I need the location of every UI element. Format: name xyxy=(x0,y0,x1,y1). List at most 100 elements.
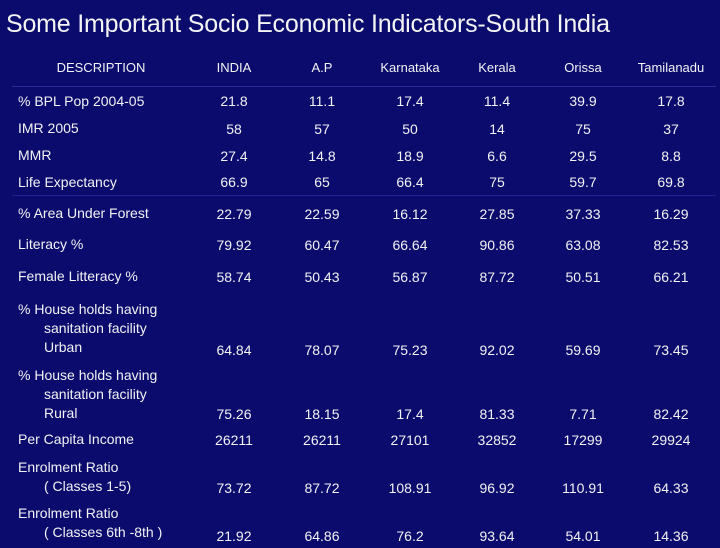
cell-karnataka: 66.64 xyxy=(392,236,428,253)
cell-orissa: 54.01 xyxy=(565,527,601,544)
cell-india: 79.92 xyxy=(216,236,252,253)
row-label-line: IMR 2005 xyxy=(18,120,79,136)
row-label-line: Enrolment Ratio xyxy=(18,458,119,475)
row-label: Per Capita Income xyxy=(12,426,190,454)
cell-kerala: 14 xyxy=(489,120,505,137)
table-row: % House holds having sanitation facility… xyxy=(12,296,716,362)
cell-tamilanadu: 64.33 xyxy=(653,479,689,496)
cell-karnataka: 17.4 xyxy=(396,405,424,422)
cell-tamilanadu: 82.42 xyxy=(653,405,689,422)
cell-kerala: 93.64 xyxy=(479,527,515,544)
table-row: Per Capita Income 26211 26211 27101 3285… xyxy=(12,426,716,454)
cell-kerala: 96.92 xyxy=(479,479,515,496)
cell-karnataka: 27101 xyxy=(390,431,430,448)
cell-tamilanadu: 29924 xyxy=(651,431,691,448)
cell-orissa: 29.5 xyxy=(569,147,597,164)
row-label-line: Life Expectancy xyxy=(18,173,117,190)
row-label-line: % Area Under Forest xyxy=(18,205,149,222)
cell-orissa: 50.51 xyxy=(565,268,601,285)
row-label: % House holds having sanitation facility… xyxy=(12,362,190,426)
cell-tamilanadu: 82.53 xyxy=(653,236,689,253)
cell-india: 58 xyxy=(226,120,242,137)
header-kerala: Kerala xyxy=(454,48,540,87)
cell-orissa: 110.91 xyxy=(562,479,604,496)
table-row: MMR 27.4 14.8 18.9 6.6 29.5 8.8 xyxy=(12,142,716,170)
row-label-line: ( Classes 6th -8th ) xyxy=(44,523,163,540)
cell-karnataka: 18.9 xyxy=(396,147,424,164)
cell-ap: 65 xyxy=(314,174,330,191)
cell-tamilanadu: 37 xyxy=(663,120,679,137)
cell-kerala: 92.02 xyxy=(479,341,515,358)
cell-ap: 50.43 xyxy=(304,268,340,285)
cell-ap: 11.1 xyxy=(308,93,336,110)
cell-india: 75.26 xyxy=(216,405,252,422)
row-label: Enrolment Ratio ( Classes 1-5) xyxy=(12,454,190,500)
cell-orissa: 7.71 xyxy=(569,405,597,422)
table-row: Enrolment Ratio ( Classes 1-5) 73.72 87.… xyxy=(12,454,716,500)
cell-ap: 64.86 xyxy=(304,527,340,544)
row-label: MMR xyxy=(12,142,190,170)
header-india: INDIA xyxy=(190,48,278,87)
cell-ap: 78.07 xyxy=(304,341,340,358)
cell-kerala: 87.72 xyxy=(479,268,515,285)
cell-ap: 26211 xyxy=(303,431,341,448)
table-row: % BPL Pop 2004-05 21.8 11.1 17.4 11.4 39… xyxy=(12,87,716,116)
cell-kerala: 32852 xyxy=(477,431,517,448)
table-row: Female Litteracy % 58.74 50.43 56.87 87.… xyxy=(12,258,716,296)
table-row: Enrolment Ratio ( Classes 6th -8th ) 21.… xyxy=(12,500,716,548)
cell-india: 64.84 xyxy=(216,341,252,358)
row-label-line: % House holds having xyxy=(18,366,158,383)
row-label: Life Expectancy xyxy=(12,170,190,196)
cell-india: 26211 xyxy=(215,431,253,448)
row-label: % BPL Pop 2004-05 xyxy=(12,87,190,116)
row-label: % House holds having sanitation facility… xyxy=(12,296,190,362)
cell-tamilanadu: 14.36 xyxy=(653,527,689,544)
cell-kerala: 11.4 xyxy=(483,93,511,110)
indicators-table: DESCRIPTION INDIA A.P Karnataka Kerala O… xyxy=(12,48,716,548)
cell-kerala: 6.6 xyxy=(487,147,507,164)
row-label-line: Urban xyxy=(44,338,83,355)
header-description: DESCRIPTION xyxy=(12,48,190,87)
row-label: Female Litteracy % xyxy=(12,258,190,296)
row-label-line: Rural xyxy=(44,404,78,421)
header-orissa: Orissa xyxy=(540,48,626,87)
row-label-line: Female Litteracy % xyxy=(18,268,138,284)
row-label-line: ( Classes 1-5) xyxy=(44,477,132,494)
slide-title: Some Important Socio Economic Indicators… xyxy=(6,10,610,38)
cell-kerala: 27.85 xyxy=(454,195,540,232)
cell-orissa: 75 xyxy=(575,120,591,137)
row-label-line: sanitation facility xyxy=(44,385,147,402)
cell-orissa: 59.69 xyxy=(565,341,601,358)
cell-tamilanadu: 17.8 xyxy=(657,93,685,110)
cell-orissa: 59.7 xyxy=(569,174,597,191)
cell-orissa: 63.08 xyxy=(565,236,601,253)
row-label-line: Per Capita Income xyxy=(18,431,134,447)
cell-ap: 22.59 xyxy=(278,195,366,232)
cell-karnataka: 75.23 xyxy=(392,341,428,358)
row-label-line: % BPL Pop 2004-05 xyxy=(18,92,145,109)
cell-karnataka: 66.4 xyxy=(396,174,424,191)
cell-ap: 87.72 xyxy=(304,479,340,496)
cell-tamilanadu: 69.8 xyxy=(657,174,685,191)
cell-india: 21.92 xyxy=(216,527,252,544)
cell-india: 66.9 xyxy=(220,174,248,191)
cell-kerala: 81.33 xyxy=(479,405,515,422)
cell-india: 73.72 xyxy=(216,479,252,496)
row-label-line: MMR xyxy=(18,147,52,163)
cell-ap: 60.47 xyxy=(304,236,340,253)
row-label-line: Literacy % xyxy=(18,236,84,252)
cell-karnataka: 76.2 xyxy=(396,527,424,544)
cell-tamilanadu: 16.29 xyxy=(626,195,716,232)
cell-karnataka: 16.12 xyxy=(366,195,454,232)
cell-karnataka: 56.87 xyxy=(392,268,428,285)
cell-karnataka: 108.91 xyxy=(388,479,432,496)
row-label-line: % House holds having xyxy=(18,300,158,317)
cell-kerala: 90.86 xyxy=(479,236,515,253)
header-row: DESCRIPTION INDIA A.P Karnataka Kerala O… xyxy=(12,48,716,87)
row-label-line: Enrolment Ratio xyxy=(18,504,119,521)
cell-orissa: 17299 xyxy=(563,431,603,448)
table-row: % Area Under Forest 22.79 22.59 16.12 27… xyxy=(12,195,716,232)
cell-india: 21.8 xyxy=(220,93,248,110)
header-karnataka: Karnataka xyxy=(366,48,454,87)
cell-kerala: 75 xyxy=(489,174,505,191)
